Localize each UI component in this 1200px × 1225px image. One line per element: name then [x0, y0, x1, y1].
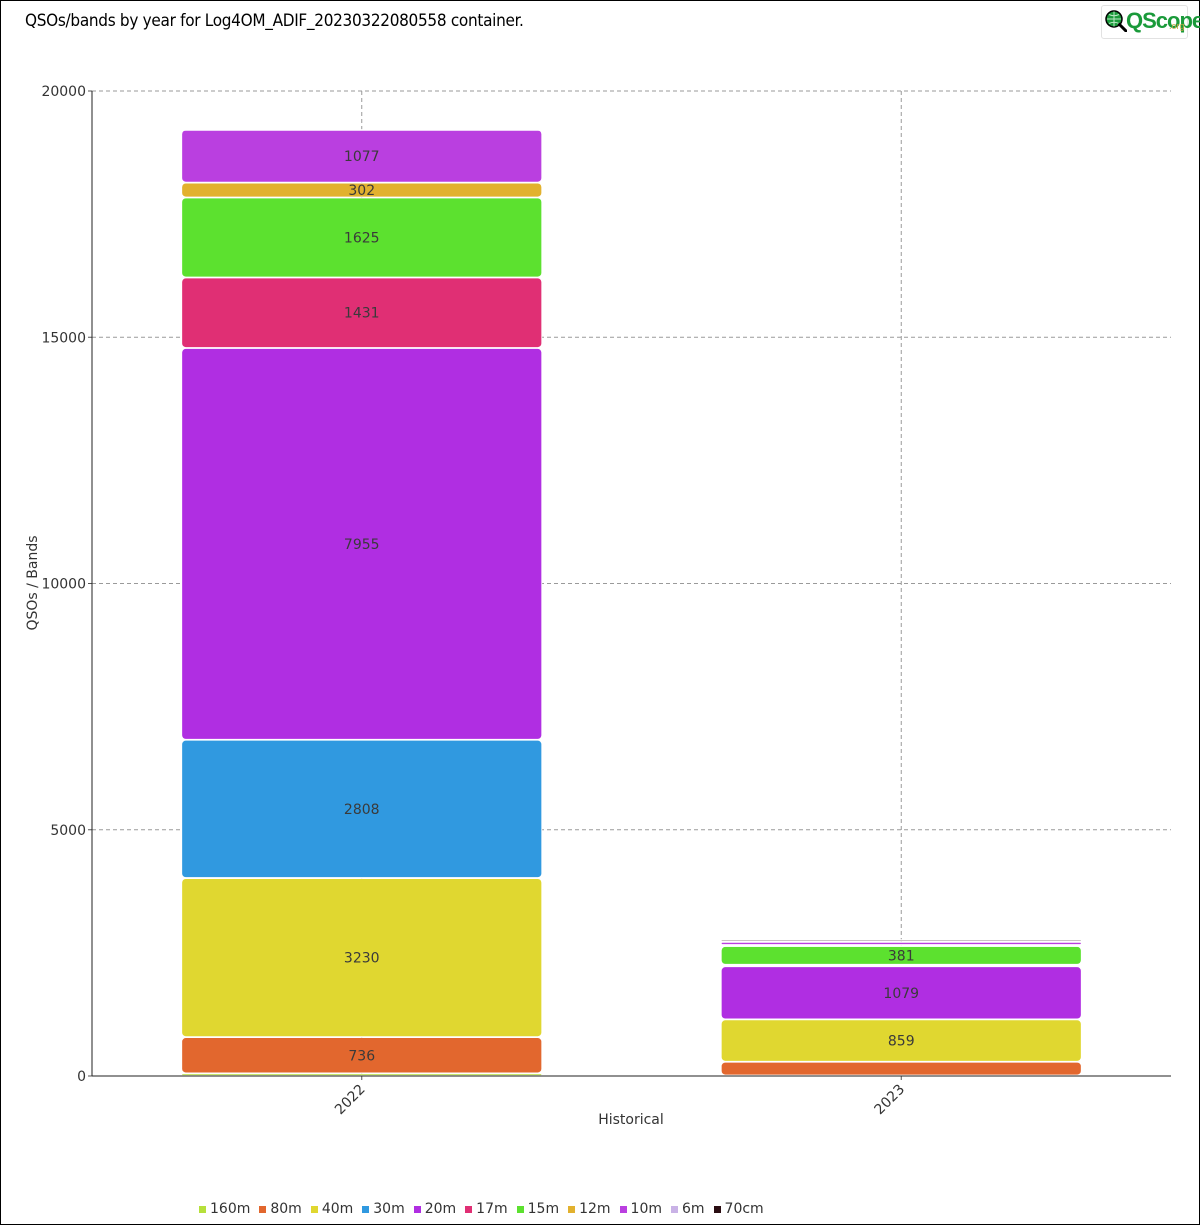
data-label-15m-2022: 1625: [344, 230, 380, 246]
bar-segment-17m-2022: [181, 277, 543, 348]
y-tick-label: 10000: [41, 577, 86, 593]
legend-label: 12m: [579, 1201, 611, 1217]
x-tick-label: 2022: [332, 1082, 369, 1119]
bar-segment-80m-2023: [720, 1061, 1082, 1076]
bar-segment-30m-2022: [181, 739, 543, 878]
data-label-10m-2022: 1077: [344, 149, 380, 165]
logo-text: QScope: [1126, 8, 1200, 33]
legend-label: 30m: [373, 1201, 405, 1217]
data-labels: 736 3230 2808 7955 1431 1625 302 1077 859 1079 381: [344, 149, 919, 1064]
bars: [181, 129, 1082, 1078]
bar-segment-6m-2023: [720, 941, 1082, 943]
legend-label: 70cm: [724, 1201, 764, 1217]
legend-item-80m[interactable]: 80m: [259, 1201, 302, 1217]
legend-item-17m[interactable]: 17m: [465, 1201, 508, 1217]
magnifier-globe-icon: [1105, 10, 1127, 32]
legend-swatch: [259, 1205, 267, 1213]
data-label-12m-2022: 302: [348, 183, 375, 199]
legend-swatch: [568, 1205, 576, 1213]
legend-swatch: [619, 1205, 627, 1213]
data-label-40m-2023: 859: [888, 1034, 915, 1050]
legend-label: 10m: [630, 1201, 662, 1217]
legend-item-20m[interactable]: 20m: [413, 1201, 457, 1217]
data-label-17m-2022: 1431: [344, 306, 380, 322]
legend-swatch: [465, 1205, 473, 1213]
data-label-30m-2022: 2808: [344, 802, 380, 818]
qscope-logo: QScope .org: [1101, 5, 1200, 39]
data-label-40m-2022: 3230: [344, 951, 380, 967]
stacked-bar-chart: 736 3230 2808 7955 1431 1625 302 1077 859 1079 381…: [25, 84, 1171, 1128]
bar-segment-70cm-2023: [720, 939, 1082, 942]
bar-segment-40m-2023: [720, 1019, 1082, 1062]
legend-label: 15m: [527, 1201, 560, 1217]
legend-label: 17m: [476, 1201, 508, 1217]
bar-segment-12m-2023: [720, 945, 1082, 947]
legend-label: 160m: [210, 1201, 251, 1217]
bar-segment-15m-2022: [181, 197, 543, 278]
data-label-80m-2022: 736: [348, 1048, 375, 1064]
legend-swatch: [413, 1205, 421, 1213]
legend-swatch: [199, 1205, 206, 1213]
legend-item-6m[interactable]: 6m: [670, 1201, 705, 1217]
legend: 160m 80m 40m 30m 20m 17m 15m 12m 10m 6m 70cm: [199, 1201, 764, 1217]
data-label-15m-2023: 381: [888, 948, 915, 964]
bar-segment-80m-2022: [181, 1037, 543, 1074]
bar-segment-12m-2022: [181, 182, 543, 198]
legend-item-30m[interactable]: 30m: [362, 1201, 405, 1217]
y-tick-label: 20000: [41, 84, 86, 100]
legend-label: 6m: [681, 1201, 705, 1217]
bar-segment-6m-2022: [181, 129, 543, 131]
bar-segment-40m-2022: [181, 878, 543, 1038]
legend-swatch: [362, 1205, 370, 1213]
legend-label: 20m: [424, 1201, 457, 1217]
legend-swatch: [310, 1205, 318, 1213]
legend-item-70cm[interactable]: 70cm: [713, 1201, 764, 1217]
legend-swatch: [670, 1205, 678, 1213]
y-axis-label: QSOs / Bands: [25, 535, 41, 630]
bar-segment-160m-2022: [181, 1073, 543, 1076]
data-label-20m-2023: 1079: [883, 986, 919, 1002]
y-tick-label: 0: [77, 1069, 86, 1085]
legend-item-15m[interactable]: 15m: [516, 1201, 560, 1217]
chart-title: QSOs/bands by year for Log4OM_ADIF_20230…: [25, 11, 524, 31]
logo-subtext: .org: [1169, 21, 1185, 31]
legend-swatch: [516, 1205, 524, 1213]
legend-label: 80m: [270, 1201, 302, 1217]
bar-segment-17m-2023: [720, 964, 1082, 967]
legend-label: 40m: [321, 1201, 354, 1217]
x-axis-label: Historical: [598, 1112, 664, 1128]
bar-segment-20m-2023: [720, 966, 1082, 1020]
x-tick-label: 2023: [872, 1082, 909, 1119]
legend-item-40m[interactable]: 40m: [310, 1201, 354, 1217]
bar-segment-20m-2022: [181, 348, 543, 740]
y-tick-label: 5000: [50, 823, 86, 839]
legend-item-12m[interactable]: 12m: [568, 1201, 611, 1217]
legend-swatch: [713, 1205, 721, 1213]
data-label-20m-2022: 7955: [344, 537, 380, 553]
legend-item-160m[interactable]: 160m: [199, 1201, 250, 1217]
y-tick-label: 15000: [41, 330, 86, 346]
legend-item-10m[interactable]: 10m: [619, 1201, 662, 1217]
